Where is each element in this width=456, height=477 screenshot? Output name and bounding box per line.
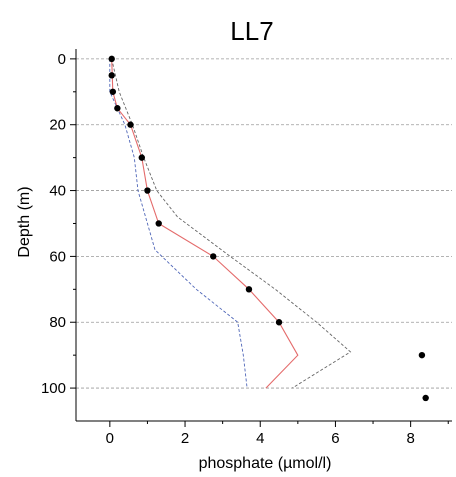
data-point-9 <box>245 286 253 293</box>
x-axis-label: phosphate (µmol/l) <box>199 455 332 472</box>
data-point-0 <box>108 55 115 63</box>
y-tick-label-100: 100 <box>41 380 66 397</box>
gridlines <box>76 58 452 389</box>
y-tick-label-20: 20 <box>49 117 66 134</box>
observed-points <box>108 55 429 402</box>
y-tick-label-60: 60 <box>49 248 66 265</box>
x-tick-label-2: 2 <box>181 430 189 447</box>
y-tick-label-40: 40 <box>49 183 66 200</box>
data-point-1 <box>108 72 115 79</box>
lower-bound-line <box>109 58 248 389</box>
chart-title: LL7 <box>230 16 273 46</box>
y-tick-label-80: 80 <box>49 314 66 331</box>
data-point-7 <box>155 220 162 227</box>
data-point-5 <box>138 154 145 161</box>
x-tick-label-4: 4 <box>256 430 264 447</box>
data-point-10 <box>275 319 283 326</box>
upper-bound-line <box>111 58 352 389</box>
data-point-2 <box>109 88 117 95</box>
model-line <box>111 58 299 389</box>
x-tick-label-8: 8 <box>406 430 414 447</box>
data-point-4 <box>127 121 134 128</box>
data-point-6 <box>144 187 151 194</box>
data-point-11 <box>418 351 426 359</box>
x-tick-label-0: 0 <box>106 430 114 447</box>
x-tick-label-6: 6 <box>331 430 339 447</box>
series-layer <box>109 58 352 389</box>
data-point-8 <box>210 253 217 260</box>
data-point-3 <box>114 105 121 112</box>
axes: 0 20 40 60 80 100 0 2 4 6 8 <box>41 49 452 447</box>
y-tick-label-0: 0 <box>58 51 66 68</box>
y-axis-label: Depth (m) <box>16 186 33 257</box>
data-point-12 <box>422 394 429 402</box>
